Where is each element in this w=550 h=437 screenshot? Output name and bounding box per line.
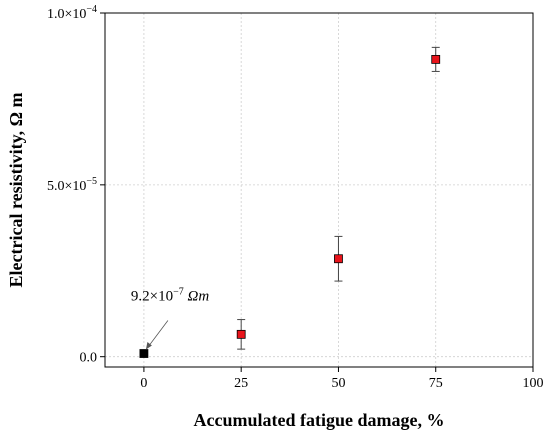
x-tick-label: 75	[429, 376, 443, 391]
data-point	[139, 349, 149, 358]
data-point	[431, 54, 441, 64]
y-tick-label: 1.0×10−4	[47, 4, 97, 22]
axis-ticks	[100, 12, 534, 372]
data-point	[334, 254, 343, 264]
annotation-arrow-line	[146, 320, 169, 349]
annotation-label: 9.2×10−7 Ωm	[131, 287, 209, 305]
tick-labels: 0 25 50 75 100 0.0 5.0×10−5 1.0×10−4	[47, 4, 544, 391]
x-tick-label: 25	[234, 376, 248, 391]
point-annotation: 9.2×10−7 Ωm	[131, 287, 209, 350]
x-axis-title: Accumulated fatigue damage, %	[194, 410, 445, 430]
x-tick-label: 0	[140, 376, 147, 391]
y-tick-label: 5.0×10−5	[47, 176, 97, 194]
data-points	[139, 46, 441, 358]
annotation-arrow-head	[145, 342, 152, 350]
y-axis-title: Electrical resistivity, Ω m	[6, 92, 26, 287]
plot-frame	[104, 12, 534, 368]
x-tick-label: 100	[523, 376, 544, 391]
y-tick-label: 0.0	[80, 351, 98, 366]
data-point	[236, 329, 246, 339]
x-tick-label: 50	[331, 376, 345, 391]
grid-lines	[105, 12, 534, 367]
